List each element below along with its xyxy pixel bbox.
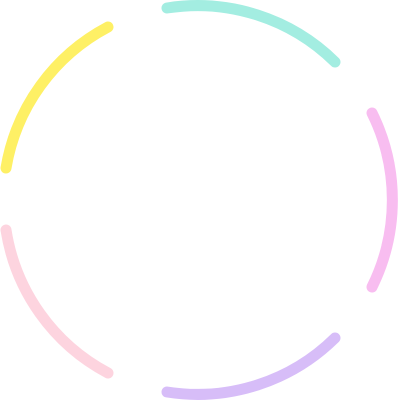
ring-segment-yellow [0,21,114,174]
ring-segment-purple [161,332,341,400]
ring-segment-teal [161,0,341,68]
ring-segment-pink [366,107,398,293]
ring-segment-rose [0,224,114,379]
